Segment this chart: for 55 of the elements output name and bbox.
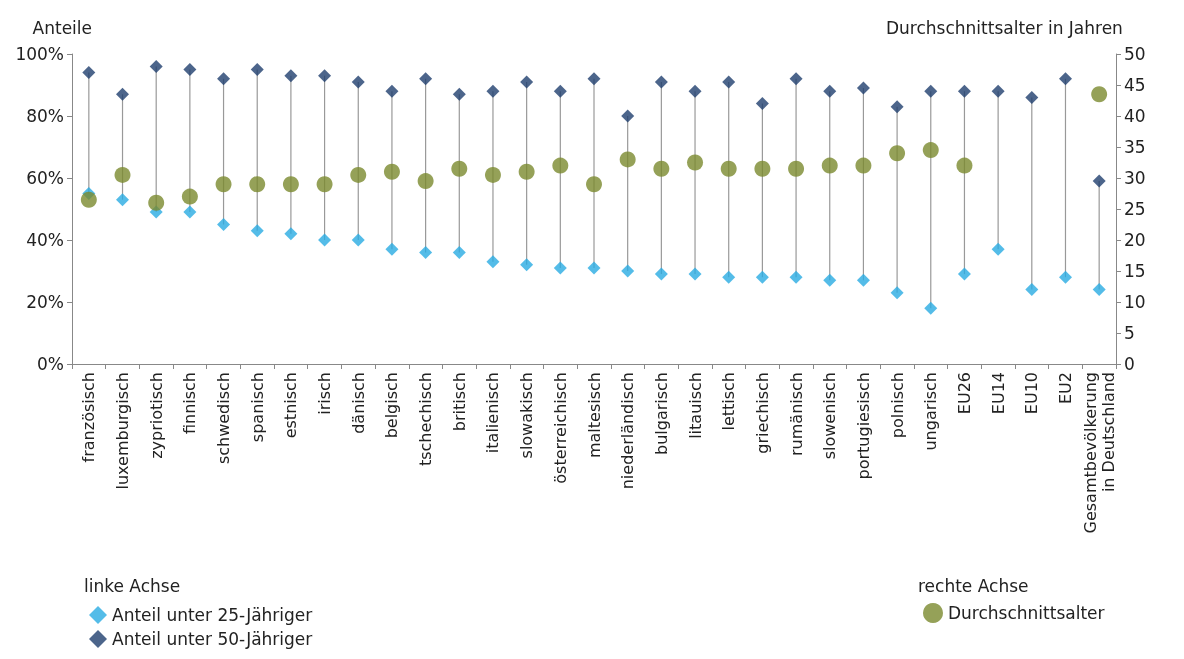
y-tick-label: 40%: [26, 230, 64, 250]
y2-axis-title: Durchschnittsalter in Jahren: [886, 17, 1123, 38]
x-tick-label: polnisch: [887, 372, 907, 439]
x-tick-label: slowakisch: [517, 372, 537, 459]
x-tick-label: rumänisch: [786, 372, 806, 456]
y2-tick-label: 0: [1124, 354, 1135, 374]
x-tick-label: lettisch: [719, 372, 739, 431]
x-tick-label: tschechisch: [416, 372, 436, 467]
y-tick-label: 20%: [26, 292, 64, 312]
y-tick-label: 100%: [15, 44, 64, 64]
legend-label: Anteil unter 50-Jähriger: [112, 629, 313, 649]
x-tick-label: irisch: [315, 372, 335, 415]
x-tick-label: maltesisch: [584, 372, 604, 459]
x-tick-label: griechisch: [752, 372, 772, 454]
x-tick-label: Gesamtbevölkerung in Deutschland: [1080, 372, 1118, 534]
x-tick-label: dänisch: [348, 372, 368, 434]
x-tick-label: schwedisch: [214, 372, 234, 465]
x-tick-label: italienisch: [483, 372, 503, 454]
x-tick-label: britisch: [449, 372, 469, 432]
y2-tick-label: 50: [1124, 44, 1146, 64]
x-tick-label: portugiesisch: [853, 372, 873, 480]
y2-tick-label: 25: [1124, 199, 1146, 219]
y2-tick-label: 40: [1124, 106, 1146, 126]
x-tick-label: niederländisch: [618, 372, 638, 490]
x-tick-label: EU26: [954, 372, 974, 415]
y-tick-label: 80%: [26, 106, 64, 126]
x-tick-label: österreichisch: [550, 372, 570, 484]
y2-tick-label: 45: [1124, 75, 1146, 95]
x-tick-label: zypriotisch: [146, 372, 166, 459]
x-tick-label: spanisch: [247, 372, 267, 443]
y2-tick-label: 5: [1124, 323, 1135, 343]
x-tick-label: luxemburgisch: [113, 372, 133, 490]
y2-tick-label: 10: [1124, 292, 1146, 312]
x-tick-label: französisch: [79, 372, 99, 463]
legend-label: Anteil unter 25-Jähriger: [112, 605, 313, 625]
y-tick-label: 60%: [26, 168, 64, 188]
x-tick-label: finnisch: [180, 372, 200, 435]
x-tick-label: bulgarisch: [651, 372, 671, 455]
x-tick-label: slowenisch: [820, 372, 840, 460]
y2-tick-label: 30: [1124, 168, 1146, 188]
x-tick-label: belgisch: [382, 372, 402, 439]
x-tick-label: EU10: [1022, 372, 1042, 415]
x-tick-label: estnisch: [281, 372, 301, 439]
y2-tick-label: 20: [1124, 230, 1146, 250]
x-tick-label: ungarisch: [921, 372, 941, 451]
y2-tick-label: 15: [1124, 261, 1146, 281]
x-tick-label: EU14: [988, 372, 1008, 415]
x-tick-label: litauisch: [685, 372, 705, 439]
legend-label: Durchschnittsalter: [948, 603, 1105, 623]
text: linke Achse: [84, 575, 181, 596]
x-tick-label: EU2: [1055, 372, 1075, 404]
y-tick-label: 0%: [37, 354, 64, 374]
text: rechte Achse: [918, 575, 1029, 596]
y-axis-title: Anteile: [32, 17, 92, 38]
y2-tick-label: 35: [1124, 137, 1146, 157]
